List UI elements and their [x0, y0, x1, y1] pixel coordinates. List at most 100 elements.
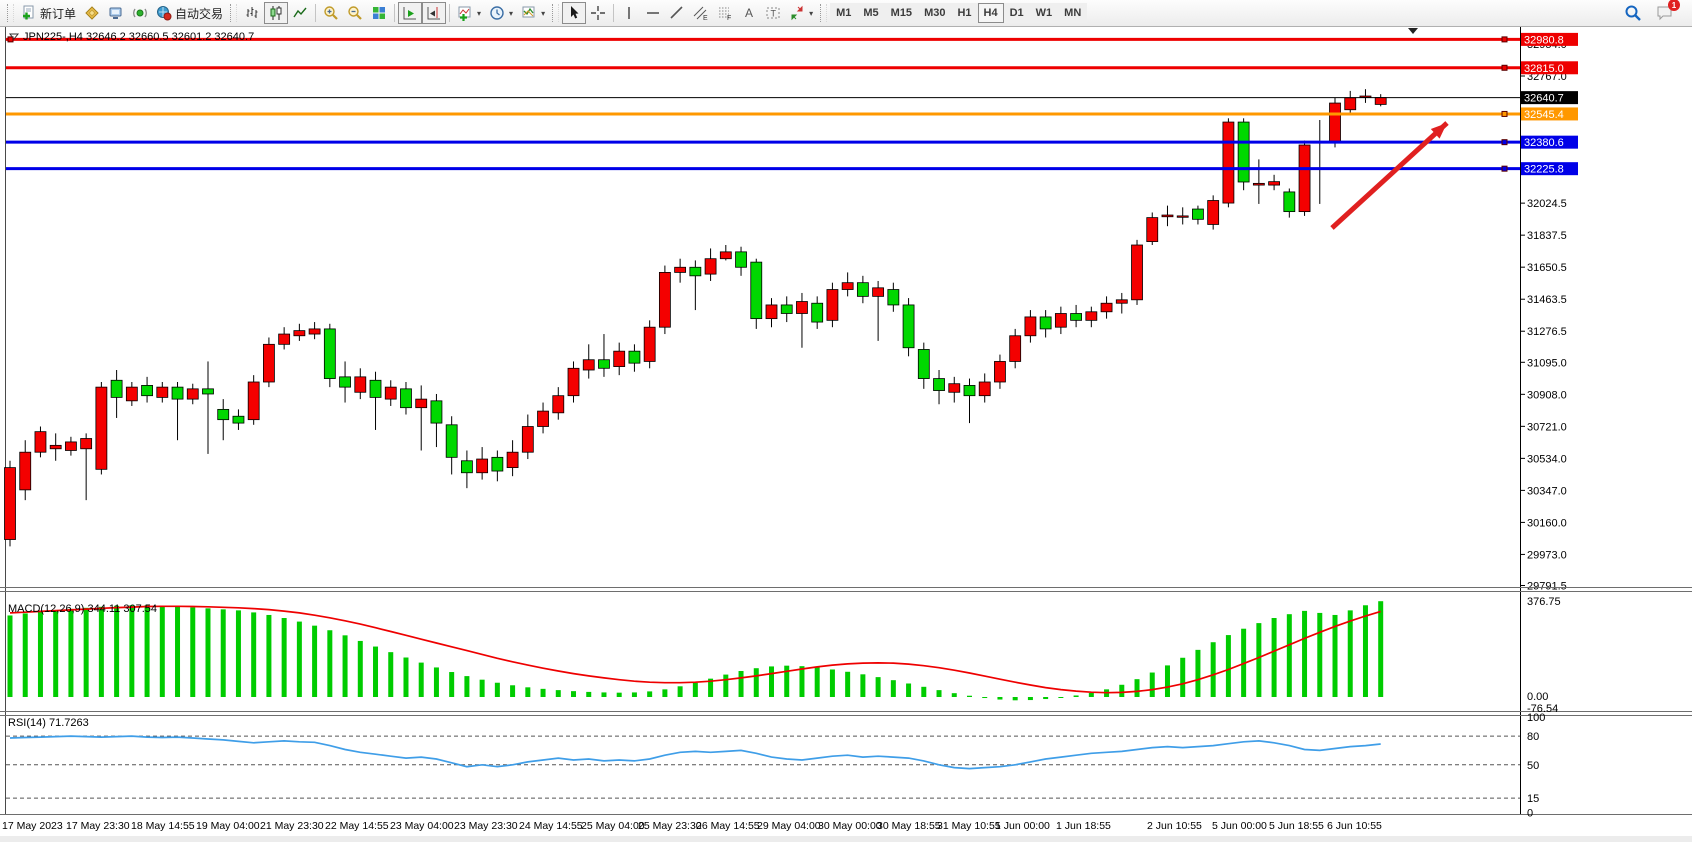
equidistant-channel-button[interactable]: E — [689, 2, 713, 24]
cursor-button[interactable] — [562, 2, 587, 24]
bar-chart-icon — [244, 5, 260, 21]
time-axis: 17 May 2023 17 May 23:30 18 May 14:55 19 Ma… — [2, 820, 1382, 832]
svg-text:30 May 18:55: 30 May 18:55 — [877, 820, 941, 832]
new-order-label: 新订单 — [40, 6, 77, 21]
toolbar-grip — [7, 4, 14, 22]
zoom-in-button[interactable] — [319, 2, 343, 24]
svg-text:32980.8: 32980.8 — [1524, 34, 1564, 46]
trendline-icon — [669, 5, 685, 21]
svg-text:F: F — [727, 15, 731, 21]
toolbar: 新订单 自动交易 — [0, 0, 1692, 27]
chart-shift-button[interactable] — [422, 2, 447, 24]
text-label-icon: T — [765, 5, 781, 21]
svg-text:30908.0: 30908.0 — [1527, 389, 1567, 401]
crosshair-button[interactable] — [586, 2, 610, 24]
notifications-button[interactable]: 1 — [1656, 0, 1680, 22]
bar-chart-button[interactable] — [240, 2, 264, 24]
svg-text:22 May 14:55: 22 May 14:55 — [325, 820, 389, 832]
template-icon — [521, 5, 537, 21]
svg-text:100: 100 — [1527, 712, 1545, 724]
chart-title: JPN225-,H4 32646.2 32660.5 32601.2 32640… — [8, 31, 254, 43]
timeframe-w1-button[interactable]: W1 — [1029, 3, 1059, 23]
timeframe-m5-button[interactable]: M5 — [857, 3, 885, 23]
svg-text:JPN225-,H4 32646.2 32660.5 32: JPN225-,H4 32646.2 32660.5 32601.2 32640… — [23, 31, 254, 43]
svg-text:80: 80 — [1527, 731, 1539, 743]
text-icon: A — [741, 5, 757, 21]
arrows-button[interactable]: ▾ — [785, 2, 817, 24]
trendline-button[interactable] — [665, 2, 689, 24]
dropdown-caret-icon: ▾ — [541, 8, 546, 18]
timeframe-h4-button[interactable]: H4 — [977, 3, 1004, 23]
toolbar-grip — [820, 4, 828, 22]
svg-text:0: 0 — [1527, 808, 1533, 820]
timeframe-m15-button[interactable]: M15 — [884, 3, 919, 23]
text-label-button[interactable]: T — [761, 2, 785, 24]
market-watch-button[interactable] — [80, 2, 104, 24]
dropdown-caret-icon: ▾ — [477, 8, 482, 18]
clock-icon — [489, 5, 505, 21]
price-axis: 32954.032767.032024.531837.531650.531463… — [1520, 39, 1567, 593]
tile-windows-button[interactable] — [367, 2, 391, 24]
svg-text:MACD(12,26,9) 344.11 307.54: MACD(12,26,9) 344.11 307.54 — [8, 603, 157, 615]
macd-panel: MACD(12,26,9) 344.11 307.54 376.75 0.00-76… — [7, 596, 1561, 715]
fibonacci-button[interactable]: F — [713, 2, 737, 24]
svg-text:29973.0: 29973.0 — [1527, 549, 1567, 561]
search-icon[interactable] — [1624, 4, 1642, 22]
autotrading-label: 自动交易 — [175, 6, 224, 21]
auto-scroll-button[interactable] — [398, 2, 423, 24]
periods-button[interactable]: ▾ — [485, 2, 517, 24]
svg-text:5 Jun 18:55: 5 Jun 18:55 — [1269, 820, 1324, 832]
zoom-out-button[interactable] — [343, 2, 367, 24]
svg-text:31463.5: 31463.5 — [1527, 294, 1567, 306]
new-order-button[interactable]: 新订单 — [17, 2, 80, 24]
zoom-out-icon — [347, 5, 363, 21]
svg-text:24 May 14:55: 24 May 14:55 — [519, 820, 583, 832]
svg-text:29791.5: 29791.5 — [1527, 581, 1567, 593]
svg-text:32545.4: 32545.4 — [1524, 109, 1564, 121]
templates-button[interactable]: ▾ — [517, 2, 549, 24]
horizontal-line-button[interactable] — [641, 2, 665, 24]
svg-text:25 May 23:30: 25 May 23:30 — [638, 820, 702, 832]
alerts-button[interactable] — [128, 2, 152, 24]
svg-text:19 May 04:00: 19 May 04:00 — [196, 820, 260, 832]
gold-seal-icon — [84, 5, 100, 21]
timeframe-mn-button[interactable]: MN — [1058, 3, 1088, 23]
level-lines[interactable]: 32980.8 32815.0 32640.7 32545.4 32380.6 32225… — [6, 32, 1578, 176]
svg-text:30347.0: 30347.0 — [1527, 485, 1567, 497]
svg-text:E: E — [703, 15, 708, 21]
svg-text:32024.5: 32024.5 — [1527, 198, 1567, 210]
autotrading-button[interactable]: 自动交易 — [152, 2, 227, 24]
cursor-icon — [566, 5, 582, 21]
timeframe-m30-button[interactable]: M30 — [918, 3, 952, 23]
svg-text:31 May 10:55: 31 May 10:55 — [937, 820, 1001, 832]
terminal-button[interactable] — [104, 2, 128, 24]
toolbar-separator — [613, 4, 615, 22]
svg-text:50: 50 — [1527, 760, 1539, 772]
svg-text:30160.0: 30160.0 — [1527, 517, 1567, 529]
svg-text:25 May 04:00: 25 May 04:00 — [581, 820, 645, 832]
svg-text:26 May 14:55: 26 May 14:55 — [696, 820, 760, 832]
crosshair-icon — [590, 5, 606, 21]
chart-shift-icon — [426, 5, 442, 21]
dropdown-caret-icon: ▾ — [809, 8, 814, 18]
text-button[interactable]: A — [737, 2, 761, 24]
autotrading-icon — [156, 5, 172, 21]
candlestick-chart-button[interactable] — [264, 2, 289, 24]
svg-text:32380.6: 32380.6 — [1524, 137, 1564, 149]
trend-arrow-annotation[interactable] — [1330, 121, 1449, 230]
rsi-panel: RSI(14) 71.7263 100 80 50 15 0 — [6, 712, 1545, 820]
svg-text:5 Jun 00:00: 5 Jun 00:00 — [1212, 820, 1267, 832]
scroll-marker — [1408, 28, 1418, 34]
timeframe-m1-button[interactable]: M1 — [830, 3, 858, 23]
timeframe-h1-button[interactable]: H1 — [951, 3, 978, 23]
vertical-line-button[interactable] — [617, 2, 641, 24]
zoom-in-icon — [323, 5, 339, 21]
svg-text:23 May 04:00: 23 May 04:00 — [390, 820, 454, 832]
timeframe-d1-button[interactable]: D1 — [1003, 3, 1030, 23]
svg-text:30 May 00:00: 30 May 00:00 — [818, 820, 882, 832]
line-chart-button[interactable] — [288, 2, 312, 24]
indicators-button[interactable]: ▾ — [453, 2, 485, 24]
